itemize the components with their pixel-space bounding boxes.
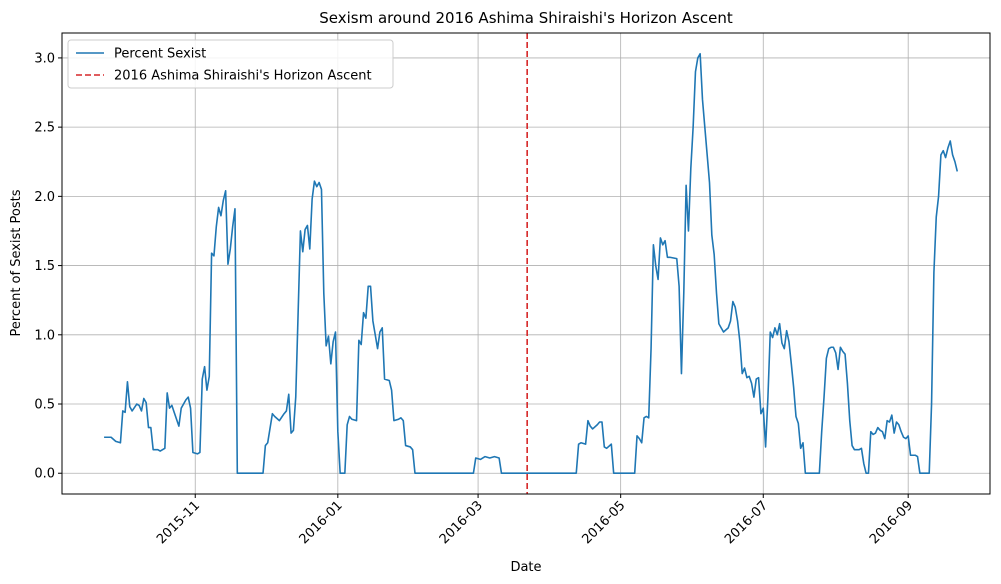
x-axis-label: Date (510, 560, 541, 575)
y-tick-label: 0.5 (34, 398, 55, 413)
plot-frame (61, 32, 991, 495)
legend-label: Percent Sexist (114, 47, 206, 62)
y-tick-label: 1.0 (34, 328, 55, 343)
y-tick-label: 2.0 (34, 190, 55, 205)
y-axis-label: Percent of Sexist Posts (9, 189, 24, 336)
legend-box (67, 39, 394, 89)
y-tick-label: 1.5 (34, 259, 55, 274)
chart-title: Sexism around 2016 Ashima Shiraishi's Ho… (319, 9, 733, 27)
data-line (104, 52, 959, 475)
y-tick-label: 2.5 (34, 121, 55, 136)
y-tick-label: 0.0 (34, 467, 55, 482)
legend-label: 2016 Ashima Shiraishi's Horizon Ascent (114, 69, 372, 84)
y-tick-label: 3.0 (34, 51, 55, 66)
